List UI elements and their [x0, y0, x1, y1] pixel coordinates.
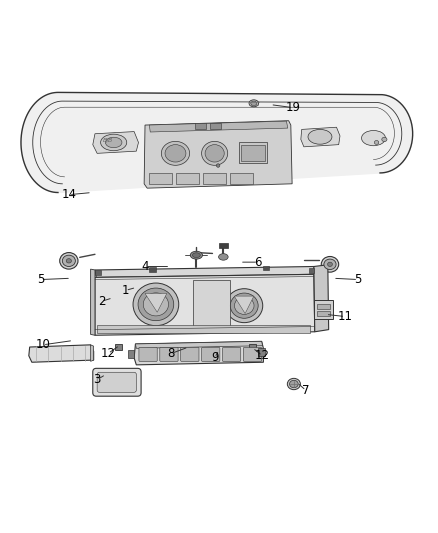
Ellipse shape — [226, 289, 263, 322]
Bar — [203, 173, 226, 184]
Bar — [317, 311, 330, 316]
Polygon shape — [134, 341, 263, 365]
Ellipse shape — [230, 293, 258, 318]
FancyBboxPatch shape — [244, 348, 261, 361]
Ellipse shape — [324, 259, 336, 270]
Polygon shape — [91, 269, 95, 335]
Text: 5: 5 — [355, 273, 362, 286]
Text: 5: 5 — [37, 273, 44, 286]
Ellipse shape — [190, 251, 202, 259]
Ellipse shape — [205, 144, 224, 162]
Text: BᴉB: BᴉB — [103, 138, 113, 143]
Text: 6: 6 — [254, 256, 262, 269]
Ellipse shape — [219, 254, 228, 260]
Ellipse shape — [201, 141, 228, 165]
Ellipse shape — [234, 297, 254, 314]
Text: 9: 9 — [211, 351, 219, 365]
Text: 12: 12 — [255, 349, 270, 362]
Ellipse shape — [374, 141, 379, 144]
Bar — [250, 344, 256, 351]
Bar — [193, 279, 230, 329]
Polygon shape — [145, 294, 167, 312]
Polygon shape — [93, 132, 138, 154]
FancyBboxPatch shape — [181, 348, 199, 361]
Ellipse shape — [60, 253, 78, 269]
Polygon shape — [149, 121, 288, 132]
Ellipse shape — [249, 100, 258, 107]
Ellipse shape — [321, 256, 339, 272]
Polygon shape — [95, 274, 315, 335]
Bar — [239, 142, 267, 163]
Bar — [116, 344, 122, 351]
Text: 12: 12 — [100, 347, 116, 360]
Ellipse shape — [133, 283, 179, 326]
FancyBboxPatch shape — [201, 348, 220, 361]
Ellipse shape — [287, 378, 300, 390]
Bar — [127, 350, 134, 358]
Ellipse shape — [138, 288, 174, 321]
Polygon shape — [314, 265, 328, 332]
FancyBboxPatch shape — [160, 348, 178, 361]
Bar — [258, 349, 265, 356]
Bar — [219, 243, 228, 248]
Text: 8: 8 — [167, 347, 175, 360]
Bar — [149, 268, 156, 272]
Bar — [262, 265, 269, 270]
Text: 2: 2 — [98, 295, 105, 308]
Ellipse shape — [101, 134, 127, 151]
Bar — [317, 304, 330, 309]
Bar — [314, 301, 333, 319]
Bar — [195, 123, 206, 130]
Ellipse shape — [62, 255, 75, 266]
Text: 14: 14 — [61, 188, 76, 201]
Ellipse shape — [308, 130, 332, 144]
Bar — [177, 173, 199, 184]
Polygon shape — [135, 341, 262, 349]
Bar — [97, 325, 311, 333]
Bar — [95, 270, 101, 275]
Text: 11: 11 — [338, 310, 353, 323]
Polygon shape — [21, 92, 413, 192]
Ellipse shape — [143, 293, 169, 316]
Polygon shape — [301, 127, 340, 147]
Ellipse shape — [251, 101, 257, 106]
Polygon shape — [144, 120, 292, 188]
Ellipse shape — [106, 137, 122, 148]
Bar — [309, 268, 314, 273]
Polygon shape — [95, 266, 315, 277]
Ellipse shape — [361, 131, 385, 146]
Text: 4: 4 — [141, 260, 149, 273]
Bar — [230, 173, 253, 184]
Text: 19: 19 — [286, 101, 300, 114]
Polygon shape — [91, 345, 94, 361]
Bar — [149, 173, 172, 184]
Ellipse shape — [382, 137, 387, 142]
Text: 7: 7 — [302, 384, 310, 397]
Bar — [241, 144, 265, 161]
FancyBboxPatch shape — [223, 348, 241, 361]
Bar — [210, 123, 221, 130]
FancyBboxPatch shape — [97, 372, 136, 392]
Text: 3: 3 — [93, 373, 101, 386]
FancyBboxPatch shape — [139, 348, 157, 361]
Ellipse shape — [216, 164, 220, 167]
Ellipse shape — [66, 259, 71, 263]
Ellipse shape — [328, 262, 332, 266]
Polygon shape — [234, 296, 254, 313]
FancyBboxPatch shape — [93, 368, 141, 396]
Ellipse shape — [165, 144, 186, 162]
Polygon shape — [29, 345, 94, 362]
Text: 1: 1 — [122, 284, 129, 297]
Text: 10: 10 — [35, 338, 50, 351]
Ellipse shape — [161, 141, 190, 165]
Ellipse shape — [290, 381, 298, 387]
Ellipse shape — [192, 253, 200, 257]
